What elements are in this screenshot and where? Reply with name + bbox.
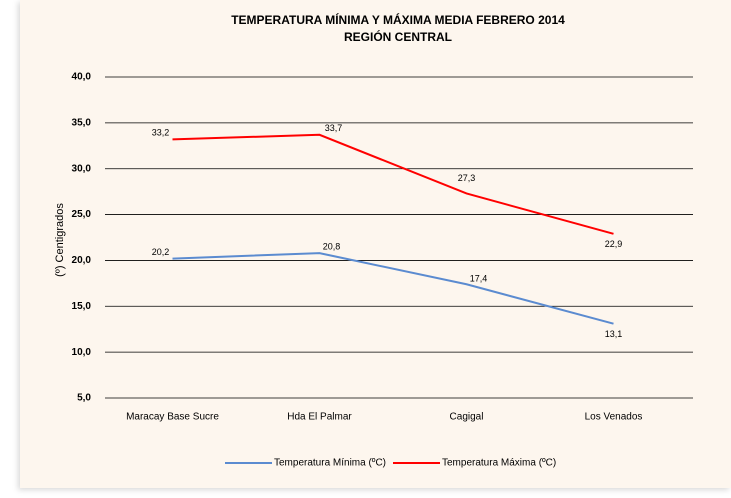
y-tick-label: 25,0 bbox=[72, 209, 92, 220]
data-label: 33,2 bbox=[152, 128, 170, 138]
x-tick-label: Hda El Palmar bbox=[287, 412, 352, 423]
chart-background bbox=[20, 0, 731, 488]
data-label: 20,8 bbox=[323, 241, 341, 251]
x-tick-label: Los Venados bbox=[585, 412, 643, 423]
chart-subtitle: REGIÓN CENTRAL bbox=[344, 29, 452, 44]
y-tick-label: 15,0 bbox=[72, 301, 92, 312]
y-tick-label: 40,0 bbox=[72, 72, 92, 83]
y-tick-label: 30,0 bbox=[72, 163, 92, 174]
data-label: 13,1 bbox=[605, 329, 623, 339]
data-label: 17,4 bbox=[470, 274, 488, 284]
y-axis-label: (º) Centigrados bbox=[54, 203, 66, 277]
legend-label: Temperatura Máxima (ºC) bbox=[442, 458, 556, 469]
y-tick-label: 10,0 bbox=[72, 347, 92, 358]
y-tick-label: 35,0 bbox=[72, 117, 92, 128]
data-label: 22,9 bbox=[605, 239, 623, 249]
y-tick-label: 5,0 bbox=[77, 393, 91, 404]
x-tick-label: Cagigal bbox=[450, 412, 484, 423]
data-line bbox=[172, 133, 614, 235]
data-label: 33,7 bbox=[325, 123, 343, 133]
legend-label: Temperatura Mínima (ºC) bbox=[274, 458, 386, 469]
x-tick-label: Maracay Base Sucre bbox=[126, 412, 219, 423]
data-line bbox=[172, 252, 614, 325]
data-label: 20,2 bbox=[152, 247, 170, 257]
data-label: 27,3 bbox=[458, 173, 476, 183]
y-tick-label: 20,0 bbox=[72, 255, 92, 266]
chart-title: TEMPERATURA MÍNIMA Y MÁXIMA MEDIA FEBRER… bbox=[231, 12, 565, 27]
